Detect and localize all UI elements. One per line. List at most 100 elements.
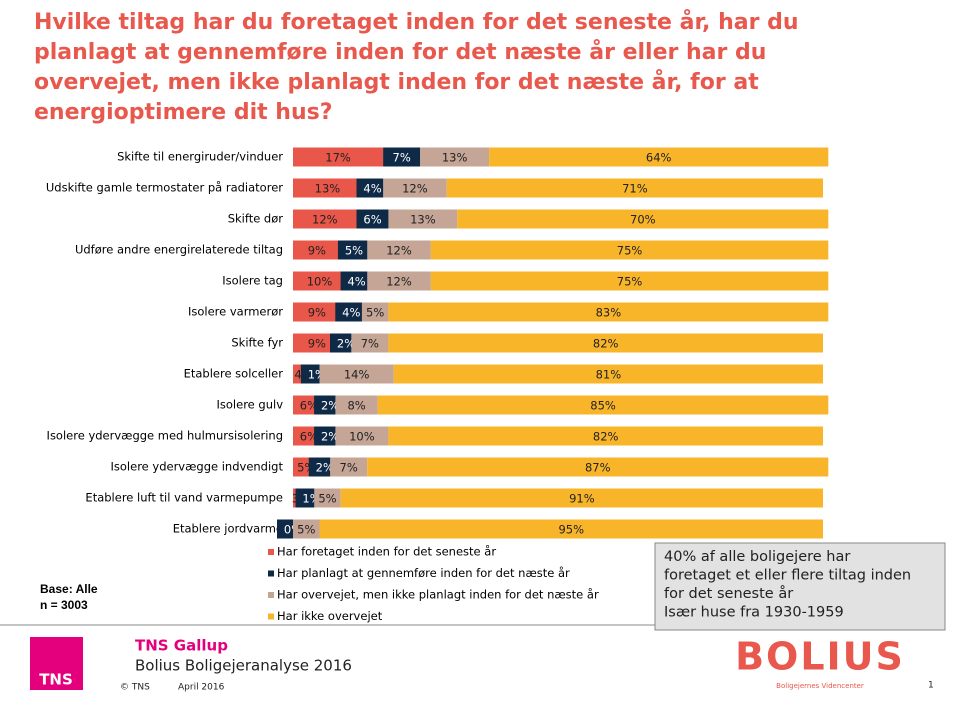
label-box: [385, 147, 418, 167]
value-label: 9%: [308, 337, 326, 351]
value-label: 9%: [308, 306, 326, 320]
bar-segment: [314, 488, 341, 508]
bar-segment: [361, 302, 389, 322]
label-box: [340, 271, 373, 291]
bar-segment: [335, 395, 378, 415]
legend-swatch: [268, 549, 274, 555]
value-label: 17%: [325, 151, 351, 165]
callout-text: Især huse fra 1930-1959: [664, 605, 844, 621]
bar-segment: [420, 147, 490, 167]
report: Bolius Boligejeranalyse 2016: [135, 657, 352, 675]
bar-segment: [293, 519, 320, 539]
bar-segment: [293, 240, 341, 260]
bar-segment: [293, 302, 341, 322]
callout-text: foretaget et eller flere tiltag inden: [664, 568, 911, 584]
bar-segment: [383, 178, 447, 198]
bar-segment: [393, 364, 823, 384]
category-label: Isolere ydervægge indvendigt: [111, 460, 284, 474]
value-label: 4%: [347, 275, 365, 289]
value-label: 81%: [596, 368, 622, 382]
value-label: 82%: [593, 430, 619, 444]
value-label: 5%: [345, 244, 363, 258]
chart-title: Hvilke tiltag har du foretaget inden for…: [34, 10, 799, 125]
legend-swatch: [268, 613, 274, 620]
value-label: 87%: [585, 461, 611, 475]
value-label: 85%: [590, 399, 616, 413]
tns-logo-text: TNS: [39, 671, 73, 689]
category-label: Skifte dør: [228, 212, 284, 226]
value-label: 95%: [558, 523, 584, 537]
tns-logo: [30, 637, 83, 690]
value-label: 12%: [312, 213, 338, 227]
value-label: 2%: [316, 461, 334, 475]
bar-segment: [367, 240, 431, 260]
bar-segment: [388, 333, 823, 353]
value-label: 5%: [366, 306, 384, 320]
bar-segment: [293, 178, 362, 198]
bar-segment: [377, 395, 829, 415]
label-box: [356, 209, 389, 229]
legend-label: Har overvejet, men ikke planlagt inden f…: [277, 588, 599, 602]
label-box: [335, 302, 368, 322]
callout-box: [654, 542, 946, 631]
value-label: 75%: [617, 275, 643, 289]
category-label: Udføre andre energirelaterede tiltag: [75, 243, 283, 257]
bar-segment: [446, 178, 823, 198]
value-label: 64%: [646, 151, 672, 165]
bar-segment: [293, 209, 357, 229]
value-label: 10%: [307, 275, 333, 289]
value-label: 75%: [617, 244, 643, 258]
category-label: Isolere gulv: [217, 398, 284, 412]
legend-swatch: [268, 570, 274, 577]
category-label: Skifte til energiruder/vinduer: [117, 150, 283, 164]
legend-label: Har planlagt at gennemføre inden for det…: [277, 566, 570, 580]
category-label: Etablere jordvarme: [173, 522, 283, 536]
value-label: 8%: [347, 399, 365, 413]
value-label: 91%: [569, 492, 595, 506]
base-label: Base: Alle: [40, 582, 98, 596]
callout-text: 40% af alle boligejere har: [664, 549, 850, 565]
bar-segment: [293, 271, 346, 291]
value-label: 12%: [402, 182, 428, 196]
bar-segment: [367, 457, 829, 477]
base-n: n = 3003: [40, 598, 88, 612]
date: April 2016: [178, 683, 225, 693]
category-label: Etablere solceller: [184, 367, 284, 381]
value-label: 13%: [315, 182, 341, 196]
bar-segment: [293, 333, 341, 353]
bar-segment: [293, 147, 384, 167]
bar-segment: [457, 209, 829, 229]
value-label: 4%: [342, 306, 360, 320]
value-label: 9%: [308, 244, 326, 258]
bar-segment: [330, 457, 368, 477]
value-label: 7%: [393, 151, 411, 165]
value-label: 5%: [297, 523, 315, 537]
value-label: 7%: [361, 337, 379, 351]
value-label: 14%: [344, 368, 370, 382]
value-label: 12%: [386, 275, 412, 289]
value-label: 71%: [622, 182, 648, 196]
value-label: 5%: [318, 492, 336, 506]
bar-segment: [489, 147, 829, 167]
category-label: Isolere tag: [222, 274, 283, 288]
value-label: 83%: [596, 306, 622, 320]
value-label: 82%: [593, 337, 619, 351]
category-label: Skifte fyr: [231, 336, 283, 350]
value-label: 2%: [321, 430, 339, 444]
value-label: 2%: [337, 337, 355, 351]
page-number: 1: [928, 681, 934, 691]
value-label: 10%: [349, 430, 375, 444]
bar-segment: [388, 302, 829, 322]
bolius-logo: BOLIUS: [735, 635, 905, 679]
value-label: 7%: [340, 461, 358, 475]
value-label: 6%: [300, 399, 318, 413]
category-label: Isolere varmerør: [188, 305, 283, 319]
value-label: 6%: [363, 213, 381, 227]
bar-segment: [351, 333, 389, 353]
value-label: 6%: [300, 430, 318, 444]
bar-segment: [430, 271, 829, 291]
bar-segment: [340, 488, 823, 508]
bar-segment: [319, 519, 823, 539]
